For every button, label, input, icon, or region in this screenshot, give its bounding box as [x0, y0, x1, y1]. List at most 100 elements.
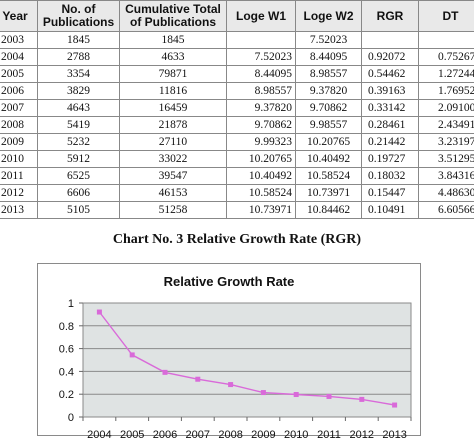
rgr-data-point	[163, 370, 168, 375]
cell-dt	[419, 32, 474, 49]
x-tick-label: 2013	[382, 429, 406, 439]
cell-dt: 2.09100	[419, 100, 474, 117]
x-tick-label: 2007	[186, 429, 210, 439]
cell-loge-w1: 9.99323	[227, 134, 296, 151]
cell-cumulative: 79871	[120, 66, 227, 83]
cell-loge-w1: 10.58524	[227, 185, 296, 202]
cell-rgr	[362, 32, 419, 49]
cell-year: 2004	[0, 49, 38, 66]
cell-publications: 1845	[38, 32, 120, 49]
cell-rgr: 0.54462	[362, 66, 419, 83]
y-tick-label: 0.2	[59, 389, 74, 401]
cell-loge-w2: 10.58524	[296, 168, 362, 185]
cell-rgr: 0.39163	[362, 83, 419, 100]
cell-dt: 1.76952	[419, 83, 474, 100]
x-tick-label: 2011	[317, 429, 341, 439]
header-year: Year	[0, 1, 38, 32]
cell-rgr: 0.10491	[362, 202, 419, 219]
cell-rgr: 0.19727	[362, 151, 419, 168]
cell-rgr: 0.21442	[362, 134, 419, 151]
cell-dt: 2.43491	[419, 117, 474, 134]
cell-loge-w2: 8.44095	[296, 49, 362, 66]
x-tick-label: 2006	[153, 429, 177, 439]
cell-publications: 6606	[38, 185, 120, 202]
cell-publications: 5419	[38, 117, 120, 134]
rgr-data-point	[130, 352, 135, 357]
y-tick-label: 1	[68, 298, 74, 310]
cell-year: 2011	[0, 168, 38, 185]
rgr-data-point	[392, 403, 397, 408]
cell-rgr: 0.28461	[362, 117, 419, 134]
cell-dt: 6.60566	[419, 202, 474, 219]
cell-loge-w1	[227, 32, 296, 49]
header-dt: DT	[419, 1, 474, 32]
cell-year: 2008	[0, 117, 38, 134]
cell-publications: 2788	[38, 49, 120, 66]
cell-year: 2010	[0, 151, 38, 168]
cell-loge-w2: 8.98557	[296, 66, 362, 83]
cell-year: 2013	[0, 202, 38, 219]
cell-loge-w1: 8.44095	[227, 66, 296, 83]
cell-year: 2003	[0, 32, 38, 49]
cell-year: 2007	[0, 100, 38, 117]
cell-rgr: 0.92072	[362, 49, 419, 66]
cell-loge-w1: 10.73971	[227, 202, 296, 219]
cell-loge-w2: 10.84462	[296, 202, 362, 219]
x-tick-label: 2004	[87, 429, 111, 439]
chart-caption: Chart No. 3 Relative Growth Rate (RGR)	[0, 232, 474, 248]
cell-cumulative: 27110	[120, 134, 227, 151]
cell-rgr: 0.15447	[362, 185, 419, 202]
cell-loge-w2: 10.20765	[296, 134, 362, 151]
cell-dt: 4.48630	[419, 185, 474, 202]
cell-publications: 6525	[38, 168, 120, 185]
cell-year: 2009	[0, 134, 38, 151]
cell-year: 2005	[0, 66, 38, 83]
cell-cumulative: 16459	[120, 100, 227, 117]
cell-publications: 5912	[38, 151, 120, 168]
x-tick-label: 2005	[120, 429, 144, 439]
x-tick-label: 2008	[218, 429, 242, 439]
cell-dt: 1.27244	[419, 66, 474, 83]
cell-year: 2012	[0, 185, 38, 202]
cell-loge-w1: 9.37820	[227, 100, 296, 117]
rgr-data-point	[97, 310, 102, 315]
x-tick-label: 2012	[350, 429, 374, 439]
y-tick-label: 0.6	[59, 344, 74, 356]
y-tick-label: 0	[68, 412, 74, 424]
cell-cumulative: 1845	[120, 32, 227, 49]
cell-year: 2006	[0, 83, 38, 100]
chart-title: Relative Growth Rate	[164, 274, 295, 289]
cell-publications: 3829	[38, 83, 120, 100]
rgr-data-point	[327, 394, 332, 399]
cell-publications: 5105	[38, 202, 120, 219]
cell-loge-w2: 10.40492	[296, 151, 362, 168]
cell-dt: 3.51295	[419, 151, 474, 168]
cell-cumulative: 46153	[120, 185, 227, 202]
header-loge-w2: Loge W2	[296, 1, 362, 32]
cell-loge-w1: 8.98557	[227, 83, 296, 100]
header-loge-w1: Loge W1	[227, 1, 296, 32]
header-rgr: RGR	[362, 1, 419, 32]
cell-cumulative: 33022	[120, 151, 227, 168]
cell-cumulative: 11816	[120, 83, 227, 100]
cell-loge-w2: 9.37820	[296, 83, 362, 100]
cell-cumulative: 21878	[120, 117, 227, 134]
cell-dt: 3.84316	[419, 168, 474, 185]
cell-loge-w1: 10.20765	[227, 151, 296, 168]
cell-loge-w1: 9.70862	[227, 117, 296, 134]
y-tick-label: 0.4	[59, 366, 74, 378]
